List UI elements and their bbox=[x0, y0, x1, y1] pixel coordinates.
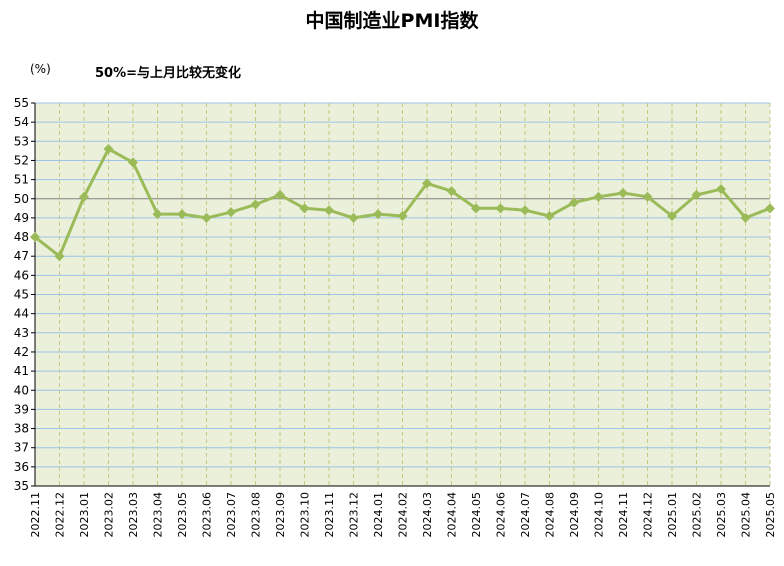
x-tick-label: 2024.09 bbox=[568, 492, 581, 538]
x-tick-label: 2025.04 bbox=[740, 492, 753, 538]
series-layer bbox=[30, 143, 775, 262]
data-point-marker bbox=[446, 186, 457, 197]
data-point-marker bbox=[79, 191, 89, 202]
x-tick-label: 2023.01 bbox=[78, 492, 91, 538]
y-tick-label: 51 bbox=[14, 173, 29, 187]
y-tick-label: 53 bbox=[14, 134, 29, 148]
x-tick-label: 2023.05 bbox=[176, 492, 189, 538]
data-point-marker bbox=[667, 210, 677, 221]
x-tick-label: 2024.06 bbox=[495, 492, 508, 538]
data-point-marker bbox=[422, 178, 432, 189]
data-point-marker bbox=[324, 205, 334, 216]
x-tick-label: 2024.08 bbox=[544, 492, 557, 538]
data-point-marker bbox=[691, 189, 702, 200]
data-point-marker bbox=[177, 209, 187, 220]
x-tick-label: 2024.05 bbox=[470, 492, 483, 538]
data-point-marker bbox=[275, 189, 285, 200]
horizontal-gridlines bbox=[35, 102, 770, 468]
y-tick-label: 37 bbox=[14, 441, 29, 455]
x-tick-label: 2025.01 bbox=[666, 492, 679, 538]
y-tick-label: 38 bbox=[14, 422, 29, 436]
x-tick-label: 2022.12 bbox=[54, 492, 67, 538]
y-tick-label: 39 bbox=[14, 402, 29, 416]
x-tick-label: 2024.11 bbox=[617, 492, 630, 538]
y-tick-label: 41 bbox=[14, 364, 29, 378]
data-point-marker bbox=[495, 203, 506, 214]
y-tick-label: 43 bbox=[14, 326, 29, 340]
data-point-marker bbox=[765, 203, 775, 214]
data-point-marker bbox=[128, 157, 138, 168]
x-tick-label: 2024.10 bbox=[593, 492, 606, 538]
data-point-marker bbox=[569, 197, 579, 208]
x-tick-label: 2023.06 bbox=[201, 492, 214, 538]
data-point-marker bbox=[642, 191, 653, 202]
y-tick-labels: 35 36 37 38 39 40 41 42 43 44 45 46 47 48 49 50 51 52 53 54… bbox=[14, 96, 29, 493]
data-point-marker bbox=[471, 203, 481, 214]
y-tick-label: 49 bbox=[14, 211, 29, 225]
x-tick-label: 2023.02 bbox=[103, 492, 116, 538]
x-tick-label: 2023.07 bbox=[225, 492, 238, 538]
y-unit-label: (%) bbox=[30, 62, 51, 76]
x-tick-label: 2024.12 bbox=[642, 492, 655, 538]
x-tick-label: 2024.01 bbox=[372, 492, 385, 538]
y-tick-label: 54 bbox=[14, 115, 29, 129]
data-point-marker bbox=[544, 210, 555, 221]
x-tick-label: 2023.03 bbox=[127, 492, 140, 538]
x-tick-label: 2022.11 bbox=[29, 492, 42, 538]
x-tick-label: 2023.04 bbox=[152, 492, 165, 538]
data-point-marker bbox=[618, 188, 628, 199]
data-point-marker bbox=[520, 205, 530, 216]
y-tick-label: 44 bbox=[14, 307, 29, 321]
data-point-marker bbox=[250, 199, 261, 210]
data-point-marker bbox=[103, 143, 114, 154]
x-tick-label: 2023.09 bbox=[274, 492, 287, 538]
y-tick-label: 48 bbox=[14, 230, 29, 244]
y-tick-label: 50 bbox=[14, 192, 29, 206]
y-tick-label: 35 bbox=[14, 479, 29, 493]
x-tick-label: 2023.12 bbox=[348, 492, 361, 538]
x-tick-labels: 2022.11 2022.12 2023.01 2023.02 2023.03 2023.… bbox=[29, 492, 777, 538]
x-tick-label: 2025.02 bbox=[691, 492, 704, 538]
data-point-marker bbox=[152, 209, 163, 220]
y-tick-label: 45 bbox=[14, 288, 29, 302]
x-tick-label: 2024.02 bbox=[397, 492, 410, 538]
x-tick-label: 2023.08 bbox=[250, 492, 263, 538]
y-tick-label: 36 bbox=[14, 460, 29, 474]
data-point-marker bbox=[54, 251, 65, 262]
y-tick-label: 52 bbox=[14, 153, 29, 167]
data-point-marker bbox=[226, 207, 236, 218]
x-tick-label: 2024.07 bbox=[519, 492, 532, 538]
x-tick-label: 2025.03 bbox=[715, 492, 728, 538]
x-tick-label: 2024.04 bbox=[446, 492, 459, 538]
chart-title: 中国制造业PMI指数 bbox=[305, 10, 479, 32]
reference-note: 50%=与上月比较无变化 bbox=[95, 66, 242, 81]
data-point-marker bbox=[397, 210, 408, 221]
y-tick-label: 40 bbox=[14, 383, 29, 397]
x-tick-label: 2025.05 bbox=[764, 492, 777, 538]
y-tick-label: 55 bbox=[14, 96, 29, 110]
y-tick-label: 47 bbox=[14, 249, 29, 263]
data-point-marker bbox=[593, 191, 604, 202]
x-tick-label: 2023.11 bbox=[323, 492, 336, 538]
data-point-marker bbox=[201, 212, 212, 223]
data-point-marker bbox=[30, 232, 40, 243]
y-tick-label: 42 bbox=[14, 345, 29, 359]
data-point-marker bbox=[348, 212, 359, 223]
x-tick-label: 2024.03 bbox=[421, 492, 434, 538]
y-tick-label: 46 bbox=[14, 268, 29, 282]
axes bbox=[31, 102, 770, 487]
data-point-marker bbox=[740, 212, 751, 223]
data-point-marker bbox=[299, 203, 310, 214]
x-tick-label: 2023.10 bbox=[299, 492, 312, 538]
data-point-marker bbox=[716, 184, 726, 195]
data-point-marker bbox=[373, 209, 383, 220]
